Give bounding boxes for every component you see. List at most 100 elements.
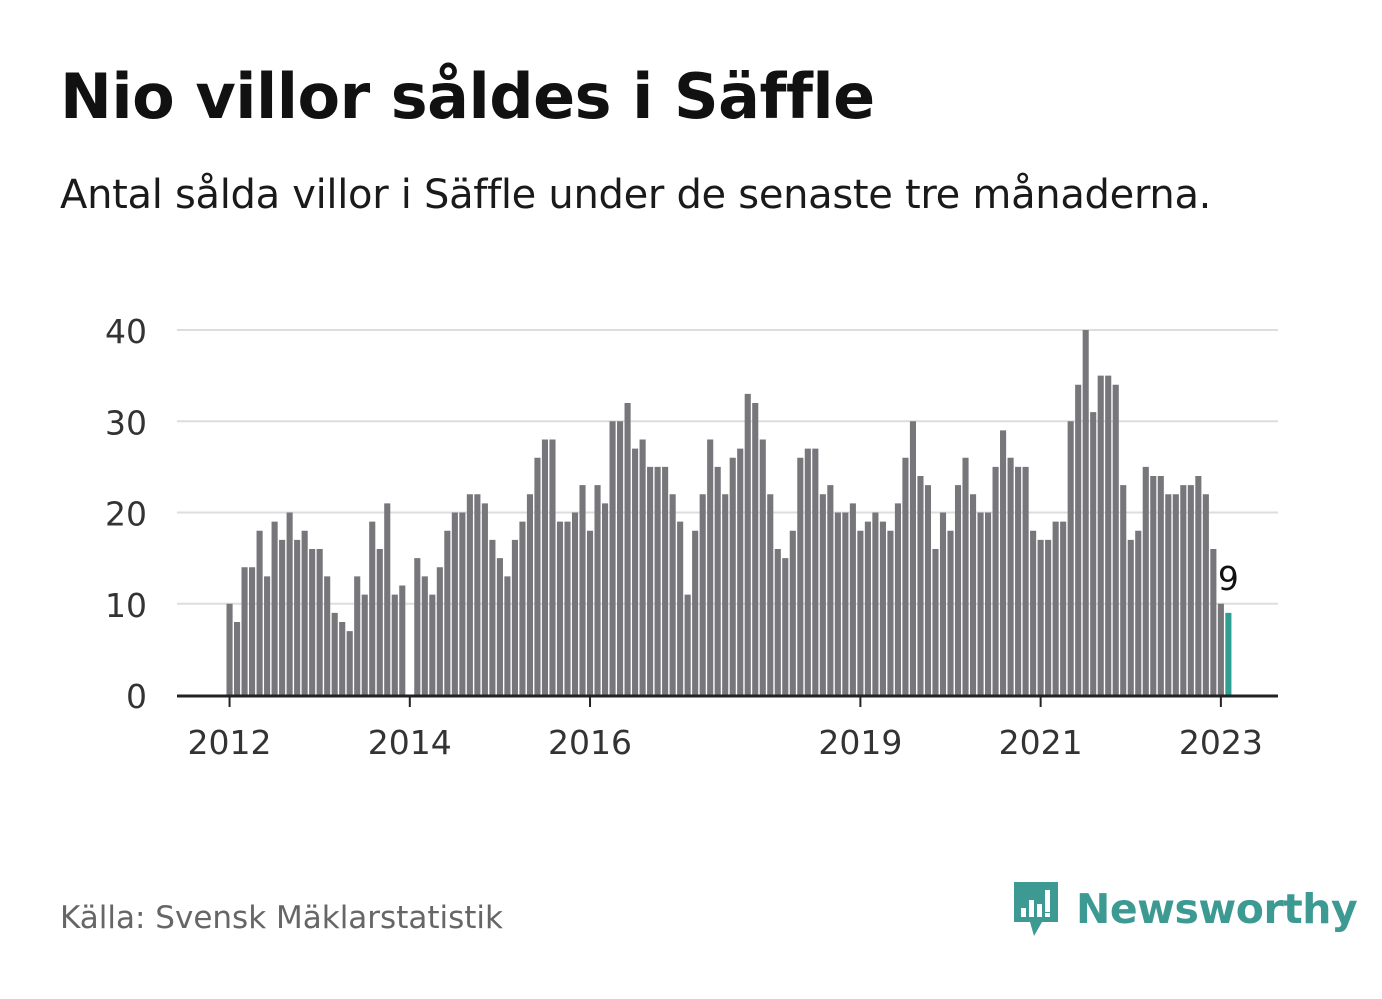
bar — [722, 494, 729, 695]
bar — [969, 494, 977, 695]
bar — [767, 494, 774, 695]
bar — [526, 494, 533, 695]
bar — [279, 539, 286, 695]
bar — [684, 594, 691, 695]
brand-logo: Newsworthy — [1010, 878, 1358, 940]
bar — [1187, 485, 1194, 695]
bar — [849, 503, 856, 695]
newsworthy-logo-icon — [1014, 882, 1058, 936]
source-note: Källa: Svensk Mäklarstatistik — [60, 900, 503, 936]
bar — [594, 485, 601, 695]
bar — [887, 530, 894, 695]
bar — [474, 494, 481, 695]
bar — [1105, 375, 1112, 695]
bar — [1217, 603, 1224, 695]
bar — [857, 530, 864, 695]
bar — [1022, 466, 1029, 695]
y-tick-label: 30 — [105, 403, 147, 442]
bar — [331, 612, 338, 695]
bar — [556, 521, 564, 695]
bar — [511, 539, 518, 695]
bar — [241, 567, 248, 695]
x-tick-label: 2019 — [818, 723, 902, 762]
bar — [894, 503, 901, 695]
bar — [384, 503, 391, 695]
bar — [271, 521, 278, 695]
bar — [579, 485, 586, 695]
bar — [489, 539, 496, 695]
bar — [932, 549, 939, 695]
bar — [632, 448, 639, 695]
chart-title: Nio villor såldes i Säffle — [60, 60, 875, 133]
labels: 0 10 20 30 40 2012 2014 2016 2019 2021 2023 9 — [105, 312, 1263, 762]
bar — [459, 512, 466, 695]
bar — [827, 485, 834, 695]
bar — [804, 448, 811, 695]
bar — [714, 466, 721, 695]
bar — [564, 521, 571, 695]
bar — [361, 594, 368, 695]
bar — [324, 576, 331, 695]
bar — [759, 439, 766, 695]
bar — [541, 439, 549, 695]
bar — [782, 558, 789, 695]
bar — [744, 393, 751, 695]
bar — [602, 503, 609, 695]
bar — [947, 530, 954, 695]
bar — [301, 530, 308, 695]
y-tick-label: 20 — [105, 495, 147, 534]
bar — [699, 494, 706, 695]
bar — [774, 549, 781, 695]
bar — [1195, 476, 1202, 695]
bar — [669, 494, 676, 695]
bar — [707, 439, 714, 695]
bar — [226, 603, 233, 695]
bar — [234, 622, 241, 695]
bar — [451, 512, 458, 695]
bar — [481, 503, 488, 695]
bar — [609, 421, 616, 695]
bar — [639, 439, 646, 695]
bar — [519, 521, 526, 695]
bar — [294, 539, 301, 695]
y-tick-label: 40 — [105, 312, 147, 351]
bar — [399, 585, 406, 695]
bar — [812, 448, 819, 695]
bar — [797, 457, 804, 695]
bar — [1007, 457, 1014, 695]
bar — [316, 549, 323, 695]
bar — [1127, 539, 1134, 695]
bar — [1112, 384, 1119, 695]
bar — [256, 530, 263, 695]
bar — [504, 576, 511, 695]
bar — [677, 521, 684, 695]
bar — [339, 622, 346, 695]
bar — [534, 457, 541, 695]
bar — [1172, 494, 1179, 695]
bar — [1067, 421, 1074, 695]
bar — [654, 466, 661, 695]
bar — [421, 576, 428, 695]
bar — [1082, 330, 1089, 695]
bar — [346, 631, 353, 695]
chart-subtitle: Antal sålda villor i Säffle under de sen… — [60, 172, 1212, 218]
bar — [571, 512, 579, 695]
bar — [1052, 521, 1059, 695]
bar — [954, 485, 962, 695]
bar — [466, 494, 473, 695]
bar — [549, 439, 556, 695]
bar — [879, 521, 886, 695]
bar — [662, 466, 669, 695]
x-tick-label: 2021 — [999, 723, 1083, 762]
bar — [376, 549, 383, 695]
bar — [1060, 521, 1067, 695]
axes — [177, 694, 1278, 707]
bar — [924, 485, 932, 695]
bar — [1015, 466, 1022, 695]
bar — [692, 530, 699, 695]
brand-name: Newsworthy — [1076, 885, 1358, 933]
bar — [1075, 384, 1082, 695]
bar — [1000, 430, 1007, 695]
bar — [249, 567, 256, 695]
bar-chart: 0 10 20 30 40 2012 2014 2016 2019 2021 2023 9 — [105, 312, 1278, 762]
